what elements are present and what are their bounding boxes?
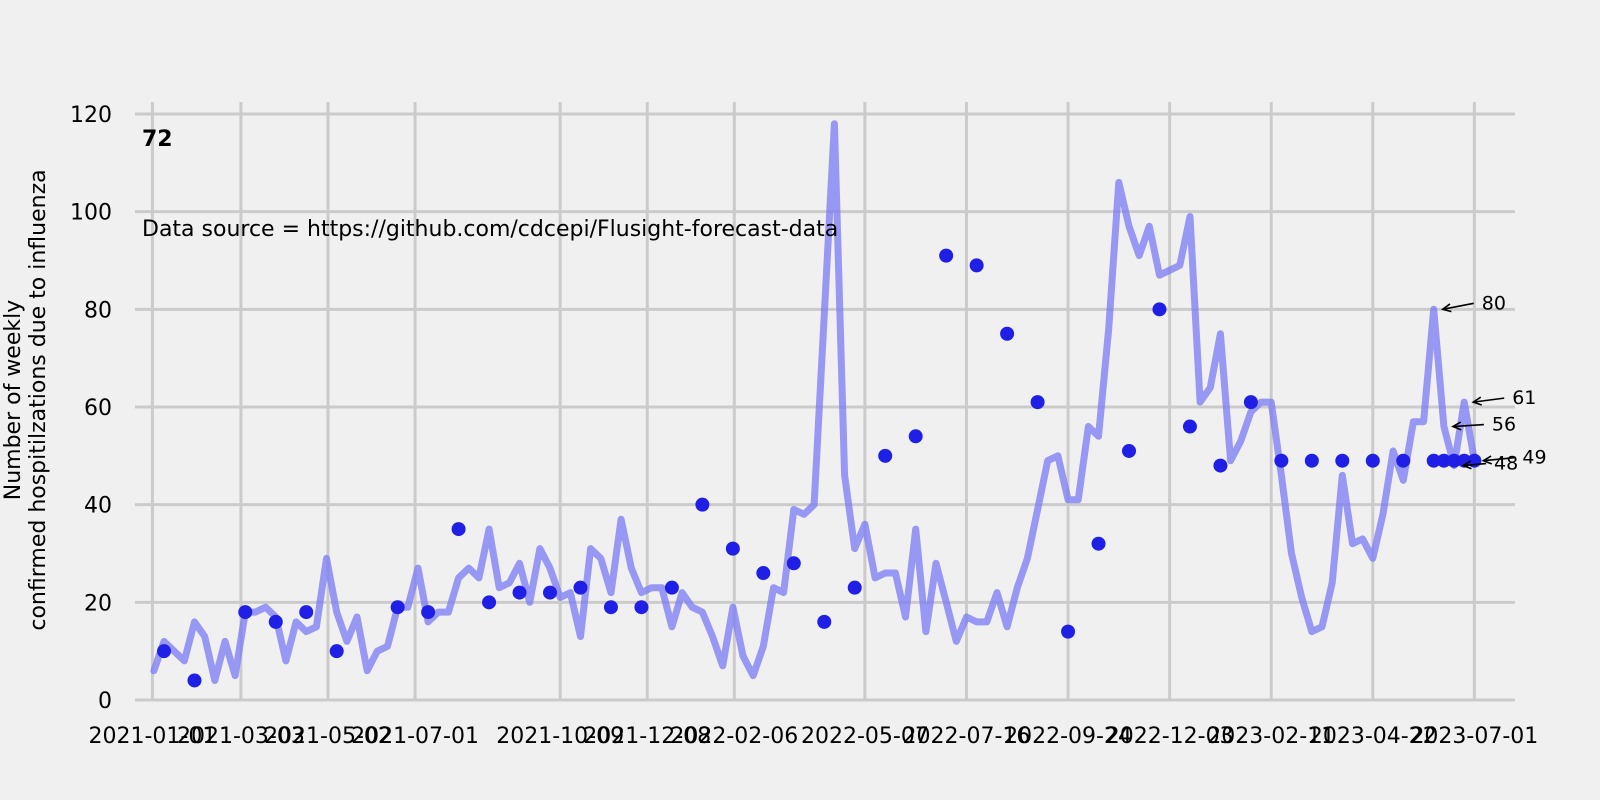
data-point-marker [725,541,740,556]
data-point-marker [847,580,862,595]
annotation-label: 56 [1492,414,1516,436]
source-note: Data source = https://github.com/cdcepi/… [142,217,838,242]
data-point-marker [1243,395,1258,410]
x-tick-label: 2021-12-08 [583,724,711,749]
data-point-marker [329,644,344,659]
series-line-group [150,120,1478,684]
annotation-arrow [1473,397,1505,403]
data-point-marker [1365,453,1380,468]
annotation-label: 80 [1482,292,1506,314]
data-point-marker [969,258,984,273]
y-tick-label: 20 [84,591,112,616]
data-point-marker [1436,453,1451,468]
x-tick-label: 2023-07-01 [1410,724,1538,749]
x-tick-label: 2021-03-03 [177,724,305,749]
y-tick-label: 100 [70,201,112,226]
tick-label-group: 0204060801001202021-01-012021-03-032021-… [70,103,1538,749]
data-point-marker [1335,453,1350,468]
data-point-marker [543,585,558,600]
data-point-marker [1091,536,1106,551]
annotation-arrow [1452,423,1484,428]
data-point-marker [482,595,497,610]
data-point-marker [908,429,923,444]
data-point-marker [573,580,588,595]
data-point-marker [299,605,314,620]
data-point-marker [1030,395,1045,410]
data-point-marker [1122,443,1137,458]
data-point-marker [157,644,172,659]
data-point-marker [756,566,771,581]
data-point-marker [1447,453,1462,468]
annotation-arrow [1462,462,1487,467]
y-axis-label-line2: confirmed hospitilzations due to influen… [26,169,51,630]
series-line [150,120,1478,684]
x-tick-label: 2021-10-09 [496,724,624,749]
data-point-marker [1182,419,1197,434]
data-point-marker [1304,453,1319,468]
annotation-label: 48 [1494,453,1518,475]
big-label: 72 [142,127,173,152]
data-point-marker [187,673,202,688]
x-tick-label: 2022-09-24 [1004,724,1132,749]
data-point-marker [451,522,466,537]
x-tick-label: 2022-02-06 [670,724,798,749]
data-point-marker [512,585,527,600]
annotation-arrow [1442,302,1474,311]
data-point-marker [786,556,801,571]
x-tick-label: 2022-05-07 [801,724,929,749]
data-point-marker [1274,453,1289,468]
annotation-label: 61 [1512,387,1536,409]
data-point-marker [664,580,679,595]
annotation-arrow [1483,456,1515,462]
annotation-arrowhead [1471,396,1483,406]
data-point-marker [421,605,436,620]
x-tick-label: 2023-04-22 [1309,724,1437,749]
x-tick-label: 2023-02-11 [1207,724,1335,749]
x-tick-label: 2021-05-02 [264,724,392,749]
y-tick-label: 60 [84,396,112,421]
x-tick-label: 2022-07-16 [903,724,1031,749]
x-tick-label: 2022-12-03 [1106,724,1234,749]
y-tick-label: 120 [70,103,112,128]
data-point-marker [390,600,405,615]
data-point-marker [1213,458,1228,473]
annotation-label: 49 [1522,447,1546,469]
data-point-marker [1152,302,1167,317]
data-point-marker [1396,453,1411,468]
data-point-marker [817,614,832,629]
x-tick-label: 2021-01-01 [88,724,216,749]
data-point-marker [939,248,954,263]
data-point-marker [1426,453,1441,468]
data-point-marker [634,600,649,615]
data-point-marker [1457,453,1472,468]
data-point-marker [238,605,253,620]
data-point-marker [1000,326,1015,341]
data-point-marker [1061,624,1076,639]
y-tick-label: 0 [98,689,112,714]
marker-group [157,248,1482,688]
y-axis-label-line1: Number of weekly [1,300,26,501]
data-point-marker [603,600,618,615]
annotation-arrowhead [1461,460,1472,470]
y-tick-label: 80 [84,298,112,323]
y-tick-label: 40 [84,494,112,519]
x-tick-label: 2021-07-01 [351,724,479,749]
data-point-marker [878,448,893,463]
annotation-arrowhead [1481,455,1493,465]
data-point-marker [268,614,283,629]
annotation-arrowhead [1440,303,1452,313]
data-point-marker [695,497,710,512]
annotation-arrowhead [1451,421,1462,431]
